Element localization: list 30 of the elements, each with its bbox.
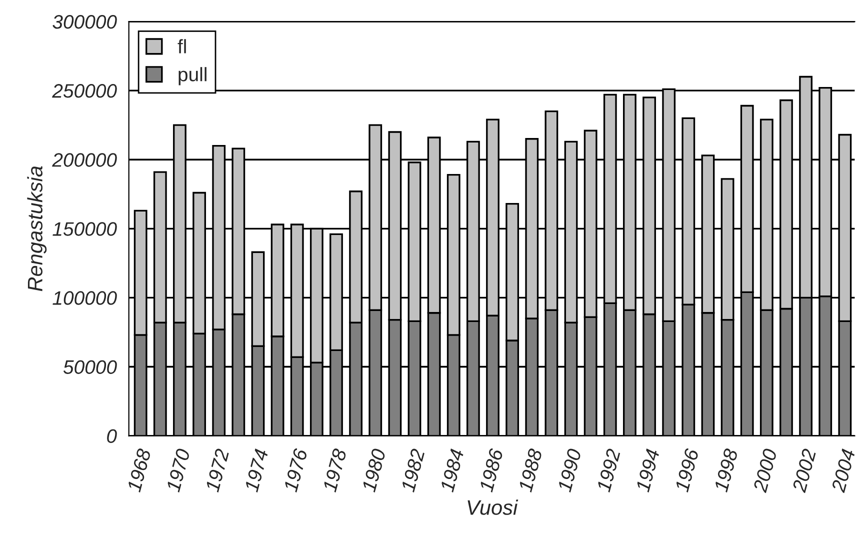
x-tick-label: 1968 bbox=[126, 448, 152, 493]
x-tick-label: 1980 bbox=[362, 448, 386, 493]
x-tick-label: 1974 bbox=[244, 448, 268, 493]
x-tick-label: 1976 bbox=[283, 448, 308, 493]
x-tick-label: 1994 bbox=[636, 448, 660, 493]
y-tick-label: 200000 bbox=[52, 153, 117, 167]
x-axis-title: Vuosi bbox=[468, 500, 518, 515]
y-tick-label: 150000 bbox=[52, 222, 117, 236]
y-tick-label: 0 bbox=[107, 429, 117, 444]
x-tick-label: 1990 bbox=[557, 448, 582, 493]
legend-label: fl bbox=[178, 39, 186, 54]
x-tick-label: 1998 bbox=[714, 448, 738, 493]
x-tick-label: 2000 bbox=[752, 448, 778, 494]
y-tick-label: 250000 bbox=[52, 84, 117, 98]
x-tick-label: 2004 bbox=[831, 448, 856, 494]
x-tick-label: 1986 bbox=[479, 448, 504, 493]
y-tick-label: 300000 bbox=[52, 14, 117, 29]
y-tick-label: 100000 bbox=[52, 291, 117, 305]
x-tick-label: 2002 bbox=[792, 448, 816, 494]
x-tick-label: 1972 bbox=[205, 448, 230, 493]
x-tick-label: 1970 bbox=[166, 448, 190, 493]
x-tick-label: 1984 bbox=[440, 448, 464, 493]
x-tick-label: 1982 bbox=[400, 448, 426, 493]
x-tick-label: 1978 bbox=[322, 448, 347, 493]
x-tick-label: 1992 bbox=[596, 448, 621, 493]
x-tick-label: 1988 bbox=[518, 448, 542, 493]
legend-label: pull bbox=[178, 67, 206, 86]
y-tick-label: 50000 bbox=[63, 360, 117, 374]
y-axis-title: Rengastuksia bbox=[27, 166, 47, 292]
x-tick-label: 1996 bbox=[674, 448, 700, 493]
